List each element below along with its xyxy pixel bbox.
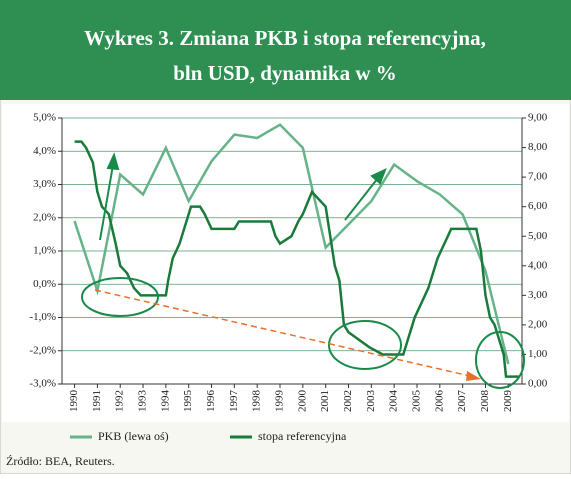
- ellipse: [328, 320, 402, 370]
- chart-title: Wykres 3. Zmiana PKB i stopa referencyjn…: [84, 26, 486, 50]
- arrow: [99, 164, 114, 241]
- x-tick-label: 1996: [205, 390, 217, 413]
- x-tick-label: 1995: [182, 390, 194, 413]
- trend-line: [94, 289, 471, 377]
- arrow-head: [106, 152, 120, 171]
- arrow: [344, 177, 379, 221]
- x-tick-label: 1998: [251, 390, 263, 413]
- chart-title: bln USD, dynamika w %: [173, 61, 396, 85]
- x-tick-label: 2005: [411, 390, 423, 413]
- y2-tick-label: 5,00: [528, 230, 548, 242]
- y-tick-label: 1,0%: [33, 245, 56, 257]
- y2-tick-label: 7,00: [528, 171, 548, 183]
- legend-label: stopa referencyjna: [258, 429, 347, 443]
- x-tick-label: 2003: [365, 390, 377, 413]
- x-tick-label: 1997: [228, 390, 240, 413]
- source: Źródło: BEA, Reuters.: [6, 454, 115, 468]
- y-tick-label: -3,0%: [29, 378, 56, 390]
- ellipse: [475, 331, 525, 389]
- x-tick-label: 2007: [456, 390, 468, 413]
- x-tick-label: 1990: [68, 390, 80, 413]
- annotations: [81, 152, 525, 389]
- y-tick-label: -1,0%: [29, 311, 56, 323]
- y2-tick-label: 6,00: [528, 200, 548, 212]
- x-tick-label: 1994: [159, 390, 171, 413]
- x-tick-label: 2000: [296, 390, 308, 413]
- y2-tick-label: 1,00: [528, 348, 548, 360]
- y2-tick-label: 0,00: [528, 378, 548, 390]
- x-tick-label: 2004: [388, 390, 400, 413]
- plot-background: [2, 104, 569, 422]
- x-tick-label: 2002: [342, 390, 354, 412]
- y-tick-label: 5,0%: [33, 112, 56, 124]
- x-tick-label: 1992: [114, 390, 126, 412]
- x-tick-label: 2001: [319, 390, 331, 412]
- x-tick-label: 2006: [433, 390, 445, 413]
- legend-label: PKB (lewa oś): [98, 429, 169, 443]
- y2-tick-label: 3,00: [528, 289, 548, 301]
- x-tick-label: 1993: [137, 390, 149, 413]
- x-tick-label: 2008: [479, 390, 491, 413]
- y2-tick-label: 4,00: [528, 259, 548, 271]
- x-tick-label: 2009: [502, 390, 514, 413]
- x-tick-label: 1999: [274, 390, 286, 413]
- arrow-head: [370, 168, 387, 185]
- y-tick-label: 4,0%: [33, 145, 56, 157]
- y2-tick-label: 9,00: [528, 112, 548, 124]
- y-tick-label: 2,0%: [33, 211, 56, 223]
- y2-tick-label: 2,00: [528, 318, 548, 330]
- x-tick-label: 1991: [91, 390, 103, 412]
- line-series: [74, 140, 520, 378]
- title-banner: [0, 0, 571, 100]
- arrow-head: [466, 371, 481, 381]
- y-tick-label: 0,0%: [33, 278, 56, 290]
- line-series: [73, 123, 510, 365]
- ellipse: [81, 277, 159, 317]
- y-tick-label: -2,0%: [29, 344, 56, 356]
- y-tick-label: 3,0%: [33, 178, 56, 190]
- y2-tick-label: 8,00: [528, 141, 548, 153]
